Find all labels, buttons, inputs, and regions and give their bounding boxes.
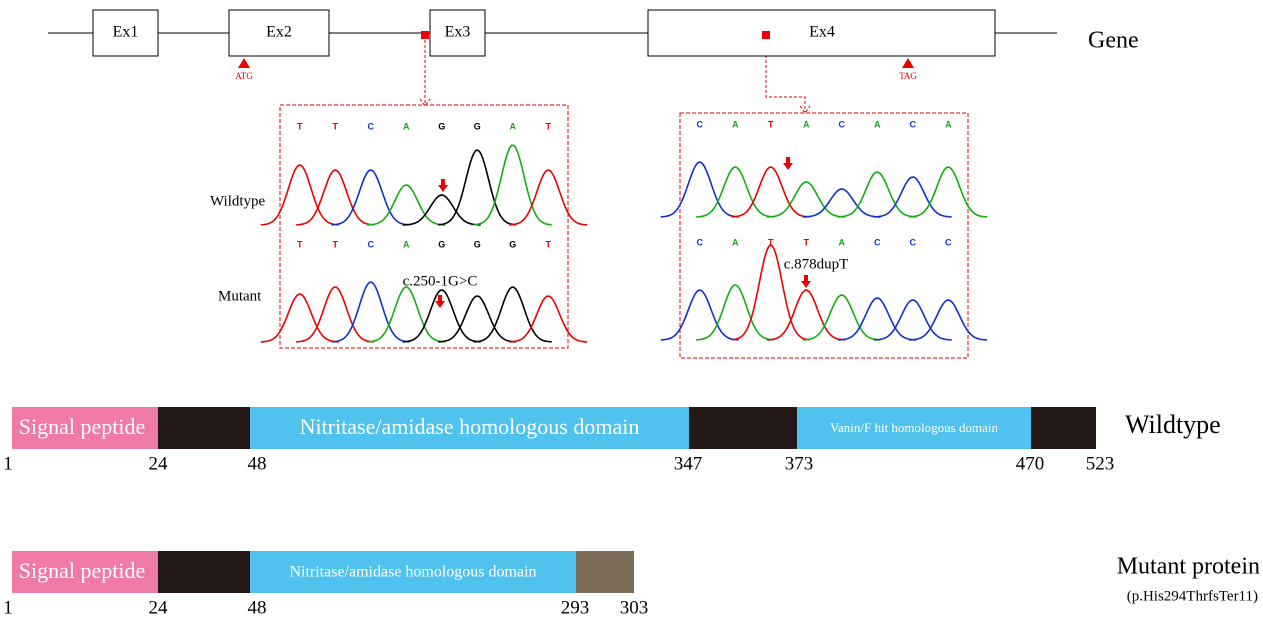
trace <box>732 167 810 217</box>
base-letter: A <box>403 239 410 249</box>
trace <box>509 296 587 342</box>
trace <box>509 170 587 225</box>
protein-label: Mutant protein <box>1117 554 1260 580</box>
base-letter: T <box>297 121 303 131</box>
base-letter: T <box>546 239 552 249</box>
base-letter: T <box>804 237 810 247</box>
base-letter: T <box>546 121 552 131</box>
segment-label: Vanin/F hit homologous domain <box>830 420 998 435</box>
trace <box>332 282 410 342</box>
position-label: 24 <box>149 453 169 474</box>
figure: Gene Wildtype Mutant Ex1Ex2Ex3Ex4ATGTAGT… <box>0 0 1263 619</box>
protein-segment <box>1031 407 1096 449</box>
codon-label: TAG <box>899 71 917 81</box>
base-letter: G <box>474 239 481 249</box>
trace <box>803 189 881 217</box>
base-letter: G <box>438 121 445 131</box>
base-letter: C <box>910 237 917 247</box>
segment-label: Signal peptide <box>19 558 145 583</box>
exon-label: Ex4 <box>809 24 835 41</box>
base-letter: T <box>768 119 774 129</box>
connector <box>420 35 430 106</box>
variant-marker <box>762 31 770 39</box>
codon-marker <box>902 58 914 68</box>
segment-label: Nitritase/amidase homologous domain <box>289 564 536 581</box>
trace <box>332 170 410 225</box>
base-letter: G <box>474 121 481 131</box>
base-letter: A <box>803 119 810 129</box>
variant-marker <box>421 31 429 39</box>
arrow <box>783 157 793 170</box>
base-letter: T <box>297 239 303 249</box>
exon-label: Ex2 <box>266 24 292 41</box>
trace <box>474 287 552 342</box>
position-label: 470 <box>1016 453 1045 474</box>
base-letter: T <box>333 121 339 131</box>
trace <box>909 300 987 340</box>
position-label: 48 <box>248 597 267 618</box>
chromatogram-box <box>680 113 968 358</box>
codon-label: ATG <box>235 71 253 81</box>
exon-label: Ex3 <box>445 24 471 41</box>
position-label: 24 <box>149 597 169 618</box>
position-label: 373 <box>785 453 814 474</box>
codon-marker <box>238 58 250 68</box>
position-label: 293 <box>561 597 590 618</box>
base-letter: C <box>697 119 704 129</box>
segment-label: Signal peptide <box>19 414 145 439</box>
base-letter: C <box>910 119 917 129</box>
position-label: 48 <box>248 453 267 474</box>
trace <box>909 167 987 217</box>
arrow <box>438 179 448 192</box>
exon-label: Ex1 <box>113 24 139 41</box>
trace <box>367 185 445 225</box>
base-letter: A <box>510 121 517 131</box>
base-letter: G <box>509 239 516 249</box>
protein-segment <box>158 551 250 593</box>
base-letter: A <box>732 119 739 129</box>
position-label: 523 <box>1086 453 1115 474</box>
base-letter: G <box>438 239 445 249</box>
base-letter: T <box>333 239 339 249</box>
base-letter: C <box>368 239 375 249</box>
position-label: 1 <box>3 597 13 618</box>
protein-segment <box>158 407 250 449</box>
trace <box>767 182 845 217</box>
protein-segment <box>576 551 634 593</box>
trace <box>696 285 774 340</box>
protein-segment <box>689 407 797 449</box>
base-letter: A <box>945 119 952 129</box>
base-letter: C <box>368 121 375 131</box>
position-label: 303 <box>620 597 649 618</box>
row-label: Wildtype <box>210 193 266 209</box>
gene-label: Gene <box>1088 28 1139 54</box>
base-letter: A <box>839 237 846 247</box>
trace <box>661 162 739 217</box>
mutation-label: c.878dupT <box>784 256 849 272</box>
base-letter: A <box>403 121 410 131</box>
row-label: Mutant <box>218 288 262 304</box>
base-letter: A <box>732 237 739 247</box>
trace <box>403 195 481 225</box>
base-letter: C <box>945 237 952 247</box>
base-letter: C <box>874 237 881 247</box>
mutation-label: c.250-1G>C <box>403 273 478 289</box>
trace <box>261 165 339 225</box>
base-letter: C <box>697 237 704 247</box>
segment-label: Nitritase/amidase homologous domain <box>300 414 640 439</box>
position-label: 1 <box>3 453 13 474</box>
protein-label: Wildtype <box>1125 410 1221 439</box>
trace <box>767 290 845 340</box>
protein-note: (p.His294ThrfsTer11) <box>1127 588 1258 604</box>
base-letter: A <box>874 119 881 129</box>
position-label: 347 <box>674 453 703 474</box>
arrow <box>801 275 811 288</box>
base-letter: C <box>839 119 846 129</box>
